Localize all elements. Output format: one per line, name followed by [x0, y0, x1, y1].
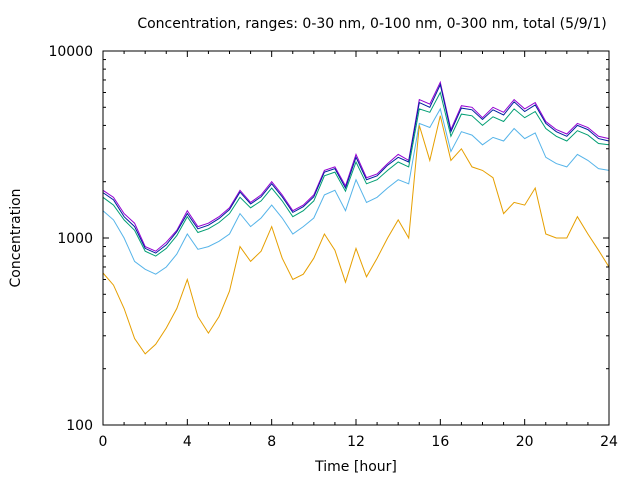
- series-line-0: [102, 80, 610, 252]
- series-line-3: [102, 107, 610, 275]
- y-tick-label: 10000: [48, 44, 93, 60]
- chart-title: Concentration, ranges: 0-30 nm, 0-100 nm…: [137, 16, 606, 32]
- series-line-4: [102, 115, 610, 355]
- plot-frame: [102, 50, 610, 426]
- y-tick-label: 100: [66, 418, 93, 434]
- x-tick-label: 8: [267, 434, 276, 450]
- x-axis: 0 4 8 12 16 20 24: [99, 51, 618, 450]
- y-axis: 100 1000 10000: [48, 44, 609, 434]
- x-tick-label: 16: [431, 434, 449, 450]
- x-tick-label: 24: [600, 434, 618, 450]
- x-tick-label: 20: [516, 434, 534, 450]
- series-lines: [102, 80, 610, 355]
- x-tick-label: 12: [347, 434, 365, 450]
- series-line-2: [102, 91, 610, 257]
- x-tick-label: 0: [99, 434, 108, 450]
- x-axis-label: Time [hour]: [314, 459, 397, 475]
- y-axis-label: Concentration: [8, 188, 24, 287]
- x-tick-label: 4: [183, 434, 192, 450]
- y-tick-label: 1000: [57, 231, 93, 247]
- series-line-1: [102, 83, 610, 254]
